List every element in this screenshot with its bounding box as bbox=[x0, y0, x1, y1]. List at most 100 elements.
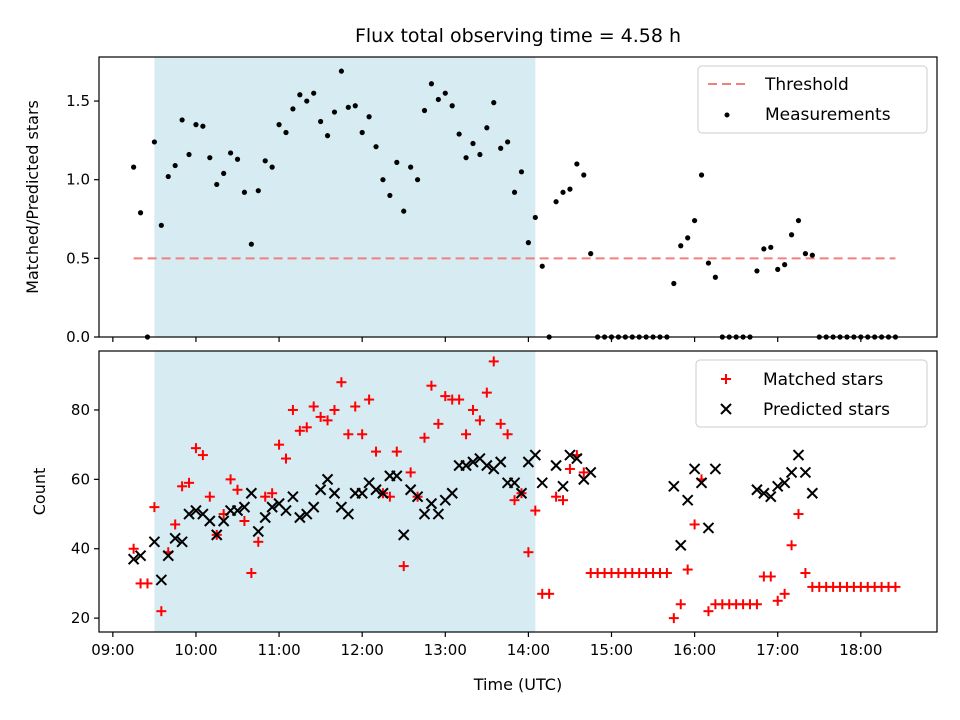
matched-star-point bbox=[675, 599, 686, 610]
matched-star-point bbox=[509, 495, 520, 506]
measurement-point bbox=[158, 222, 164, 228]
matched-star-point bbox=[142, 578, 153, 589]
predicted-x-b bbox=[176, 536, 188, 548]
predicted-star-point bbox=[342, 508, 355, 520]
predicted-x-b bbox=[321, 473, 334, 486]
top-y-tick-label: 0.5 bbox=[66, 249, 90, 267]
matched-star-point bbox=[751, 599, 762, 610]
measurement-point bbox=[221, 170, 227, 177]
matched-star-point bbox=[765, 571, 776, 582]
predicted-x-b bbox=[675, 539, 687, 551]
predicted-star-point bbox=[169, 532, 181, 545]
predicted-x-b bbox=[404, 484, 417, 496]
matched-star-point bbox=[426, 380, 437, 391]
predicted-star-point bbox=[681, 494, 694, 506]
measurement-point bbox=[207, 155, 213, 161]
top-panel: 0.0 0.5 1.0 1.5 Flux total observing time =… bbox=[23, 25, 938, 346]
predicted-x-b bbox=[720, 403, 732, 415]
bottom-x-tick-label: 12:00 bbox=[341, 641, 384, 659]
predicted-x-b bbox=[259, 511, 271, 524]
predicted-x-b bbox=[197, 508, 209, 520]
measurement-point bbox=[588, 251, 594, 257]
predicted-x-b bbox=[127, 553, 140, 565]
predicted-x-b bbox=[411, 490, 424, 503]
measurement-point bbox=[775, 266, 781, 272]
predicted-x-b bbox=[398, 529, 410, 541]
measurement-point bbox=[678, 243, 684, 249]
predicted-x-b bbox=[363, 477, 375, 489]
predicted-star-point bbox=[356, 487, 368, 499]
matched-star-point bbox=[488, 356, 499, 367]
bottom-observing-span bbox=[154, 351, 536, 632]
measurement-point bbox=[692, 217, 698, 224]
predicted-star-point bbox=[391, 470, 403, 482]
predicted-star-point bbox=[245, 487, 258, 499]
top-observing-span bbox=[154, 57, 536, 337]
measurement-point bbox=[165, 173, 171, 180]
matched-star-point bbox=[558, 495, 569, 506]
predicted-x-b bbox=[474, 452, 486, 465]
bottom-x-ticks: 09:00 10:00 11:00 12:00 13:00 14:00 15:00 16:00… bbox=[91, 632, 882, 659]
predicted-x-b bbox=[162, 549, 174, 562]
matched-stars-points bbox=[128, 356, 901, 624]
predicted-x-b bbox=[564, 449, 576, 461]
predicted-star-point bbox=[515, 487, 528, 499]
bottom-axes-frame bbox=[98, 350, 938, 633]
predicted-star-point bbox=[432, 508, 445, 520]
predicted-x-b bbox=[425, 497, 438, 510]
predicted-star-point bbox=[446, 487, 458, 499]
measurement-point bbox=[352, 103, 358, 109]
bottom-y-axis-label: Count bbox=[30, 468, 49, 516]
predicted-x-b bbox=[252, 525, 264, 538]
measurement-point bbox=[394, 159, 400, 165]
matched-star-point bbox=[322, 415, 333, 426]
predicted-x-b bbox=[799, 466, 812, 479]
matched-star-point bbox=[779, 588, 790, 599]
measurement-point bbox=[179, 117, 185, 123]
predicted-star-point bbox=[792, 449, 805, 461]
legend-predicted-swatch bbox=[720, 403, 732, 415]
top-legend: Threshold Measurements bbox=[697, 65, 928, 134]
top-y-axis-label: Matched/Predicted stars bbox=[23, 100, 42, 294]
predicted-star-point bbox=[702, 522, 715, 534]
predicted-x-b bbox=[709, 463, 722, 475]
predicted-star-point bbox=[564, 449, 576, 461]
measurement-point bbox=[331, 109, 338, 115]
predicted-x-b bbox=[134, 549, 147, 562]
matched-star-point bbox=[329, 404, 340, 415]
measurement-point bbox=[567, 186, 573, 192]
measurement-point bbox=[449, 103, 455, 109]
measurement-point bbox=[802, 251, 809, 257]
predicted-star-point bbox=[411, 490, 424, 503]
legend-matched-label: Matched stars bbox=[763, 370, 883, 390]
predicted-x-b bbox=[765, 490, 777, 503]
predicted-x-b bbox=[169, 532, 181, 545]
bottom-x-tick-label: 15:00 bbox=[590, 641, 633, 659]
measurement-point bbox=[366, 114, 372, 120]
predicted-star-point bbox=[231, 504, 244, 517]
matched-star-point bbox=[170, 519, 181, 530]
matched-star-point bbox=[267, 488, 278, 499]
predicted-x-b bbox=[536, 477, 548, 489]
predicted-star-point bbox=[494, 456, 507, 468]
top-x-ticks bbox=[112, 337, 862, 342]
measurement-point bbox=[421, 107, 428, 114]
matched-star-point bbox=[204, 491, 215, 502]
predicted-x-b bbox=[307, 501, 320, 513]
top-y-tick-label: 1.0 bbox=[66, 171, 90, 189]
bottom-y-tick-label: 40 bbox=[71, 540, 90, 558]
predicted-star-point bbox=[508, 477, 521, 489]
matched-star-point bbox=[197, 450, 208, 461]
predicted-x-b bbox=[231, 504, 244, 517]
predicted-x-b bbox=[785, 466, 798, 479]
predicted-star-point bbox=[370, 484, 382, 496]
predicted-star-point bbox=[695, 477, 708, 489]
matched-star-point bbox=[467, 404, 478, 415]
predicted-x-b bbox=[155, 574, 168, 586]
bottom-legend-box bbox=[695, 359, 928, 428]
measurement-point bbox=[705, 260, 712, 266]
matched-star-point bbox=[689, 519, 700, 530]
predicted-x-b bbox=[328, 487, 341, 499]
matched-star-point bbox=[308, 401, 319, 412]
